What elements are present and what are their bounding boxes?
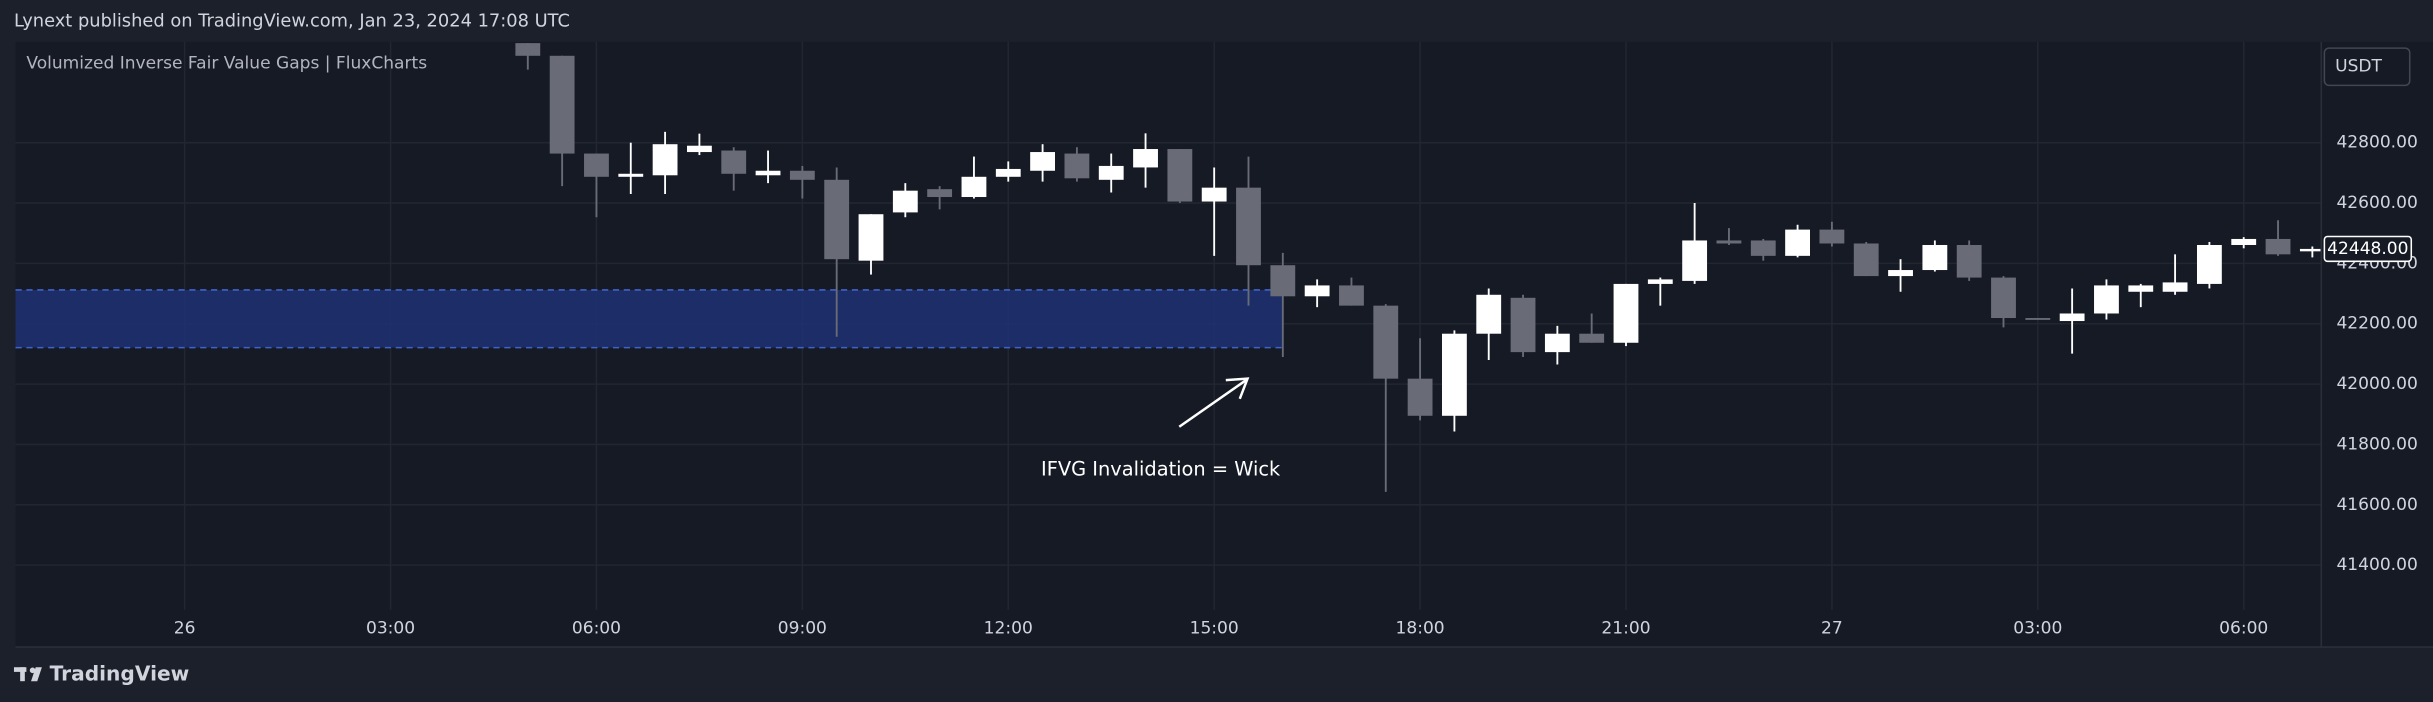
candle-body (2265, 238, 2291, 255)
candle-body (2299, 248, 2322, 252)
candle-body (1544, 333, 1570, 353)
logo-dot (29, 667, 36, 674)
candle-body (1098, 165, 1124, 180)
candle-body (584, 153, 609, 177)
candle-body (1167, 149, 1193, 202)
y-tick-label: 41600.00 (2336, 495, 2417, 515)
publisher-line: Lynext published on TradingView.com, Jan… (14, 11, 570, 32)
x-tick-label: 03:00 (2013, 618, 2062, 638)
candles (515, 43, 2322, 492)
logo-slash (31, 667, 42, 682)
candle-body (961, 176, 987, 198)
y-tick-label: 42800.00 (2336, 133, 2417, 153)
logo-stem (20, 667, 25, 682)
candle-body (1441, 333, 1467, 416)
candle-body (1064, 153, 1090, 179)
candle-body (1750, 240, 1776, 256)
x-tick-label: 18:00 (1396, 618, 1445, 638)
candle-body (2128, 285, 2154, 292)
candle-body (2196, 244, 2222, 284)
candle-body (892, 190, 918, 213)
y-tick-label: 42000.00 (2336, 374, 2417, 394)
candle-body (1476, 294, 1502, 334)
arrow-head (1225, 377, 1250, 400)
x-tick-label: 06:00 (2219, 618, 2268, 638)
candle-body (1201, 187, 1227, 202)
last-price-box (2323, 235, 2413, 263)
x-tick-label: 27 (1821, 618, 1843, 638)
candle-body (1613, 283, 1639, 343)
candle-body (1785, 229, 1810, 256)
candle-body (721, 150, 747, 174)
x-tick-label: 26 (174, 618, 196, 638)
candle-body (1270, 265, 1296, 297)
candle-body (1819, 229, 1845, 244)
candle-body (2059, 313, 2085, 322)
brand-logo (13, 667, 42, 682)
candle-body (1853, 243, 1879, 277)
candle-body (686, 145, 712, 153)
candle-body (995, 168, 1021, 177)
candle-body (2094, 285, 2119, 314)
x-tick-label: 21:00 (1601, 618, 1650, 638)
candle-body (1373, 305, 1399, 379)
candle-body (1956, 244, 1982, 278)
candle-body (1991, 277, 2016, 319)
candle-body (1339, 285, 1364, 306)
axes: 41400.00 41600.00 41800.00 42000.00 42200.00… (174, 133, 2418, 639)
candle-body (1030, 152, 1056, 171)
x-tick-label: 12:00 (984, 618, 1033, 638)
indicator-title: Volumized Inverse Fair Value Gaps | Flux… (26, 54, 427, 74)
annotation: IFVG Invalidation = Wick (1041, 458, 1281, 481)
y-tick-label: 41800.00 (2336, 434, 2417, 454)
x-tick-label: 15:00 (1190, 618, 1239, 638)
candle-body (789, 170, 815, 180)
candle-body (652, 144, 678, 176)
arrow-shaft (1178, 379, 1247, 428)
last-price-label: 42448.00 (2327, 239, 2408, 259)
currency-label: USDT (2335, 57, 2382, 77)
candle-body (1922, 244, 1948, 271)
candle-body (755, 170, 781, 176)
candle-body (1682, 240, 1708, 281)
x-tick-label: 06:00 (572, 618, 621, 638)
y-tick-label: 42200.00 (2336, 314, 2417, 334)
candle-body (1236, 187, 1261, 266)
currency-box[interactable] (2323, 47, 2411, 87)
candle-body (858, 214, 884, 261)
candle-body (1510, 297, 1536, 353)
brand-name: TradingView (50, 661, 190, 685)
candle-body (549, 55, 575, 154)
candle-body (618, 173, 644, 177)
candle-body (1647, 279, 1673, 284)
y-tick-label: 42600.00 (2336, 193, 2417, 213)
candle-body (1716, 240, 1742, 244)
candle-body (1579, 333, 1605, 343)
x-tick-label: 09:00 (778, 618, 827, 638)
y-tick-label: 41400.00 (2336, 555, 2417, 575)
ifvg-zone (15, 289, 1283, 348)
candle-body (2025, 318, 2051, 320)
candle-body (2162, 282, 2188, 292)
zone-layer (15, 289, 1283, 349)
candle-body (1888, 270, 1913, 277)
candle-body (927, 189, 953, 198)
candle-body (515, 43, 541, 56)
candle-body (1133, 149, 1158, 168)
x-tick-label: 03:00 (366, 618, 415, 638)
candle-body (2231, 238, 2257, 245)
candle-body (824, 179, 850, 260)
candle-body (1304, 285, 1330, 297)
candle-body (1407, 378, 1433, 416)
